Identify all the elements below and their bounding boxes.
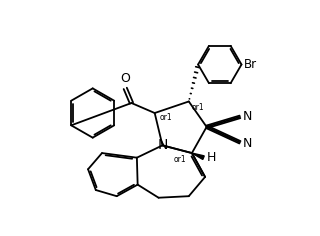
Text: N: N — [157, 138, 168, 152]
Text: Br: Br — [244, 58, 257, 71]
Text: N: N — [242, 137, 252, 150]
Polygon shape — [192, 153, 204, 160]
Text: H: H — [207, 151, 216, 164]
Text: or1: or1 — [191, 103, 204, 112]
Text: N: N — [242, 110, 252, 122]
Text: O: O — [120, 72, 130, 85]
Text: or1: or1 — [159, 113, 172, 122]
Text: or1: or1 — [173, 155, 186, 164]
